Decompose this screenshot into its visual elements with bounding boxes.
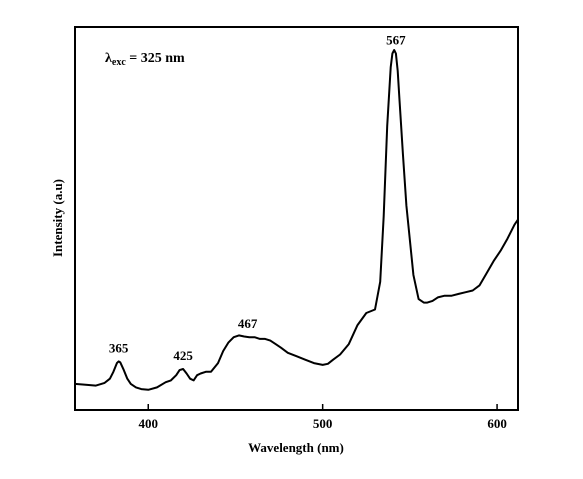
x-tick-label: 500 <box>313 416 333 431</box>
x-tick-label: 400 <box>139 416 159 431</box>
peak-label: 467 <box>238 316 258 331</box>
peak-label: 365 <box>109 340 129 355</box>
annotation-text: = 325 nm <box>126 51 185 66</box>
plot-frame <box>74 26 519 411</box>
series-line <box>74 49 519 391</box>
annotation-subscript: exc <box>112 57 126 68</box>
x-tick-label: 600 <box>487 416 507 431</box>
peak-labels: 365 425 467 567 <box>109 32 406 363</box>
excitation-annotation: λexc = 325 nm <box>105 51 185 68</box>
lambda-symbol: λ <box>105 51 112 66</box>
peak-label: 567 <box>386 32 406 47</box>
y-axis-label: Intensity (a.u) <box>50 179 65 257</box>
x-axis-ticks: 400 500 600 <box>139 404 507 431</box>
peak-label: 425 <box>173 348 193 363</box>
x-axis-label: Wavelength (nm) <box>248 440 344 455</box>
